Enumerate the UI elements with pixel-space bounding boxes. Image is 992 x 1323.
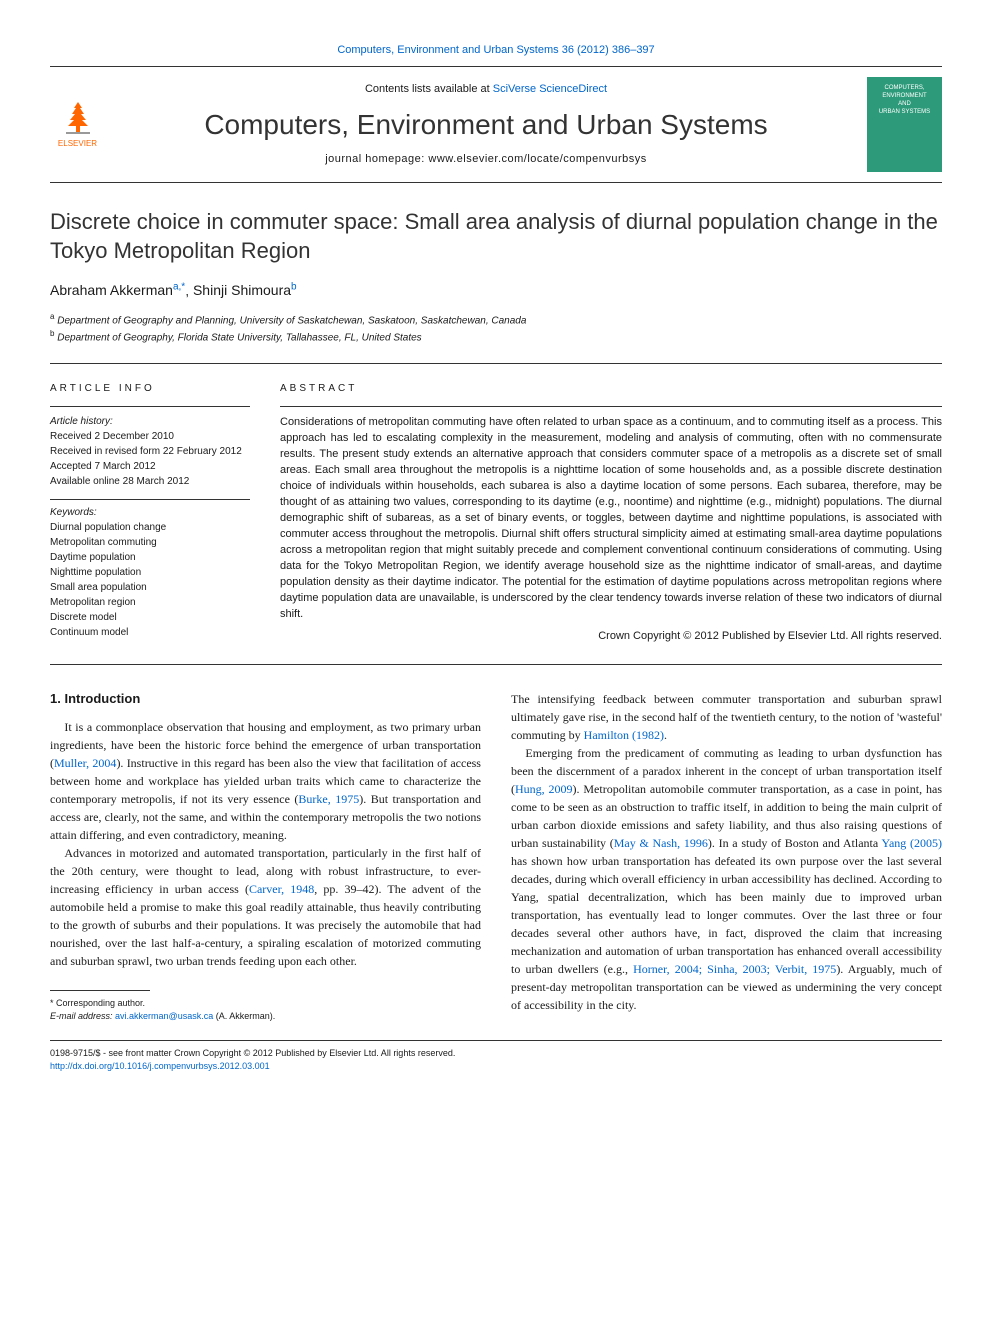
cite-hung-2009[interactable]: Hung, 2009	[515, 782, 573, 796]
cover-text-1: COMPUTERS,	[884, 85, 924, 93]
keyword-5: Small area population	[50, 580, 250, 595]
body-columns: 1. Introduction It is a commonplace obse…	[50, 690, 942, 1022]
keyword-3: Daytime population	[50, 550, 250, 565]
meta-abstract-row: ARTICLE INFO Article history: Received 2…	[50, 382, 942, 644]
author-2[interactable]: Shinji Shimourab	[193, 282, 297, 298]
homepage-prefix: journal homepage:	[325, 153, 428, 165]
top-bar: Computers, Environment and Urban Systems…	[50, 40, 942, 58]
cover-text-4: URBAN SYSTEMS	[879, 109, 930, 117]
history-revised: Received in revised form 22 February 201…	[50, 444, 250, 459]
history-label: Article history:	[50, 415, 250, 429]
contents-available-line: Contents lists available at SciVerse Sci…	[120, 82, 852, 97]
cite-muller-2004[interactable]: Muller, 2004	[54, 756, 116, 770]
body-p4: Emerging from the predicament of commuti…	[511, 744, 942, 1014]
affiliation-a: a Department of Geography and Planning, …	[50, 311, 942, 328]
abstract-column: ABSTRACT Considerations of metropolitan …	[280, 382, 942, 644]
kw-divider	[50, 499, 250, 500]
author-1-marks: a,*	[173, 282, 185, 293]
sciencedirect-link[interactable]: SciVerse ScienceDirect	[493, 83, 607, 95]
body-p2: Advances in motorized and automated tran…	[50, 844, 481, 970]
affil-a-mark: a	[50, 312, 54, 321]
keyword-8: Continuum model	[50, 625, 250, 640]
history-online: Available online 28 March 2012	[50, 474, 250, 489]
section-1-heading: 1. Introduction	[50, 690, 481, 708]
email-label: E-mail address:	[50, 1011, 115, 1021]
cite-burke-1975[interactable]: Burke, 1975	[298, 792, 359, 806]
author-separator: ,	[185, 282, 193, 298]
banner-center: Contents lists available at SciVerse Sci…	[120, 82, 852, 168]
body-divider	[50, 664, 942, 665]
info-divider	[50, 406, 250, 407]
keyword-7: Discrete model	[50, 610, 250, 625]
footnote-rule	[50, 990, 150, 991]
corresponding-author-note: * Corresponding author.	[50, 997, 481, 1010]
abstract-copyright: Crown Copyright © 2012 Published by Else…	[280, 629, 942, 644]
article-info-label: ARTICLE INFO	[50, 382, 250, 396]
homepage-line: journal homepage: www.elsevier.com/locat…	[120, 152, 852, 167]
article-title: Discrete choice in commuter space: Small…	[50, 208, 942, 265]
journal-banner: ELSEVIER Contents lists available at Sci…	[50, 66, 942, 183]
keyword-6: Metropolitan region	[50, 595, 250, 610]
cite-hamilton-1982[interactable]: Hamilton (1982)	[584, 728, 664, 742]
divider-rule	[50, 363, 942, 364]
affil-b-text: Department of Geography, Florida State U…	[57, 332, 421, 343]
keyword-4: Nighttime population	[50, 565, 250, 580]
affil-b-mark: b	[50, 329, 54, 338]
author-1-name: Abraham Akkerman	[50, 282, 173, 298]
author-1[interactable]: Abraham Akkermana,*	[50, 282, 185, 298]
article-info-column: ARTICLE INFO Article history: Received 2…	[50, 382, 250, 644]
body-column-right: The intensifying feedback between commut…	[511, 690, 942, 1022]
cover-text-2: ENVIRONMENT	[882, 93, 926, 101]
publisher-logo[interactable]: ELSEVIER	[50, 92, 105, 157]
abstract-divider	[280, 406, 942, 407]
publisher-name: ELSEVIER	[58, 138, 97, 149]
author-email-link[interactable]: avi.akkerman@usask.ca	[115, 1011, 213, 1021]
history-received: Received 2 December 2010	[50, 429, 250, 444]
footer-doi: http://dx.doi.org/10.1016/j.compenvurbsy…	[50, 1060, 942, 1073]
homepage-url[interactable]: www.elsevier.com/locate/compenvurbsys	[428, 153, 646, 165]
history-accepted: Accepted 7 March 2012	[50, 459, 250, 474]
contents-prefix: Contents lists available at	[365, 83, 493, 95]
author-2-name: Shinji Shimoura	[193, 282, 291, 298]
page-container: Computers, Environment and Urban Systems…	[0, 0, 992, 1113]
cite-horner-sinha-verbit[interactable]: Horner, 2004; Sinha, 2003; Verbit, 1975	[633, 962, 836, 976]
body-p3: The intensifying feedback between commut…	[511, 690, 942, 744]
email-suffix: (A. Akkerman).	[213, 1011, 275, 1021]
abstract-label: ABSTRACT	[280, 382, 942, 396]
keywords-label: Keywords:	[50, 506, 250, 520]
body-column-left: 1. Introduction It is a commonplace obse…	[50, 690, 481, 1022]
footer-rule	[50, 1040, 942, 1041]
cite-may-nash-1996[interactable]: May & Nash, 1996	[614, 836, 708, 850]
elsevier-tree-icon	[62, 100, 94, 136]
cite-yang-2005[interactable]: Yang (2005)	[881, 836, 942, 850]
footer-issn: 0198-9715/$ - see front matter Crown Cop…	[50, 1047, 942, 1060]
journal-citation[interactable]: Computers, Environment and Urban Systems…	[337, 44, 654, 56]
doi-link[interactable]: http://dx.doi.org/10.1016/j.compenvurbsy…	[50, 1061, 270, 1071]
abstract-text: Considerations of metropolitan commuting…	[280, 415, 942, 622]
author-2-marks: b	[291, 282, 297, 293]
journal-title: Computers, Environment and Urban Systems	[120, 105, 852, 144]
author-list: Abraham Akkermana,*, Shinji Shimourab	[50, 281, 942, 301]
email-footnote: E-mail address: avi.akkerman@usask.ca (A…	[50, 1010, 481, 1023]
cite-carver-1948[interactable]: Carver, 1948	[249, 882, 314, 896]
affil-a-text: Department of Geography and Planning, Un…	[57, 315, 526, 326]
cover-text-3: AND	[898, 101, 911, 109]
journal-cover-thumbnail[interactable]: COMPUTERS, ENVIRONMENT AND URBAN SYSTEMS	[867, 77, 942, 172]
affiliation-b: b Department of Geography, Florida State…	[50, 328, 942, 345]
body-p1: It is a commonplace observation that hou…	[50, 718, 481, 844]
keyword-1: Diurnal population change	[50, 520, 250, 535]
keyword-2: Metropolitan commuting	[50, 535, 250, 550]
